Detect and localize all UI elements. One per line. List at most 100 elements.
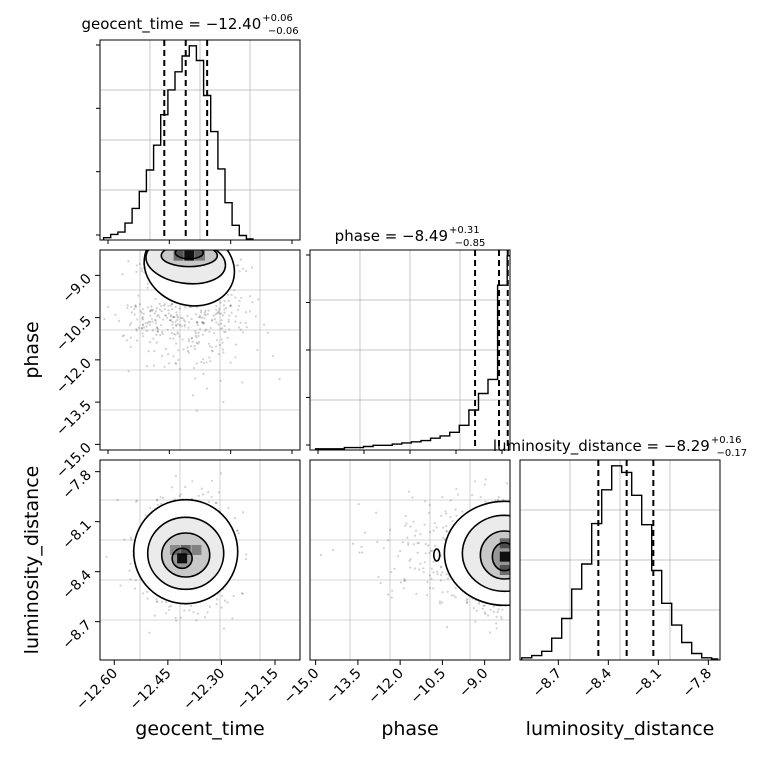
sample-point bbox=[495, 615, 498, 619]
sample-point bbox=[193, 345, 196, 348]
sample-point bbox=[176, 316, 180, 319]
sample-point bbox=[222, 304, 226, 307]
sample-point bbox=[215, 304, 218, 308]
sample-point bbox=[220, 319, 223, 322]
sample-point bbox=[465, 599, 468, 602]
sample-point bbox=[148, 323, 151, 326]
histogram-step bbox=[314, 255, 510, 450]
sample-point bbox=[130, 305, 133, 309]
sample-point bbox=[198, 314, 201, 317]
sample-point bbox=[229, 304, 232, 307]
sample-point bbox=[415, 592, 418, 595]
sample-point bbox=[181, 338, 184, 341]
sample-point bbox=[466, 597, 469, 601]
sample-point bbox=[175, 323, 178, 326]
sample-point bbox=[228, 314, 231, 317]
sample-point bbox=[432, 529, 435, 532]
geocent-time-histogram-panel bbox=[100, 40, 300, 240]
sample-point bbox=[236, 308, 239, 311]
sample-point bbox=[148, 631, 151, 634]
sample-point bbox=[206, 611, 209, 614]
sample-point bbox=[129, 536, 132, 539]
sample-point bbox=[257, 298, 260, 301]
sample-point bbox=[475, 609, 478, 612]
sample-point bbox=[454, 596, 457, 599]
sample-point bbox=[171, 323, 174, 326]
sample-point bbox=[155, 307, 158, 310]
sample-point bbox=[455, 514, 458, 517]
sample-point bbox=[196, 321, 199, 324]
sample-point bbox=[254, 315, 257, 318]
sample-point bbox=[195, 409, 198, 412]
sample-point bbox=[419, 562, 422, 565]
sample-point bbox=[220, 472, 223, 475]
sample-point bbox=[172, 315, 175, 319]
sample-point bbox=[219, 327, 222, 330]
sample-point bbox=[168, 362, 171, 365]
sample-point bbox=[172, 355, 175, 358]
sample-point bbox=[223, 308, 226, 311]
sample-point bbox=[215, 345, 218, 348]
sample-point bbox=[170, 314, 173, 317]
sample-point bbox=[198, 316, 201, 319]
sample-point bbox=[220, 312, 223, 315]
sample-point bbox=[177, 358, 180, 362]
sample-point bbox=[221, 348, 224, 351]
sample-point bbox=[409, 558, 412, 561]
sample-point bbox=[207, 309, 210, 312]
panel-frame bbox=[309, 459, 511, 661]
sample-point bbox=[150, 308, 153, 311]
sample-point bbox=[187, 338, 190, 341]
sample-point bbox=[180, 316, 183, 319]
sample-point bbox=[174, 333, 177, 336]
sample-point bbox=[422, 567, 425, 570]
sample-point bbox=[241, 331, 244, 334]
sample-point bbox=[215, 501, 218, 504]
sample-point bbox=[440, 565, 443, 568]
sample-point bbox=[220, 606, 223, 609]
x-tick-label-geocent-time: −12.60 bbox=[73, 666, 121, 714]
sample-point bbox=[200, 360, 203, 364]
sample-point bbox=[361, 551, 364, 554]
sample-point bbox=[178, 335, 181, 338]
sample-point bbox=[227, 318, 230, 321]
sample-point bbox=[416, 551, 419, 554]
sample-point bbox=[227, 320, 230, 323]
sample-point bbox=[387, 593, 390, 596]
sample-point bbox=[220, 322, 223, 325]
sample-point bbox=[427, 544, 430, 547]
sample-point bbox=[201, 321, 204, 324]
sample-point bbox=[405, 522, 408, 525]
sample-point bbox=[140, 267, 143, 270]
sample-point bbox=[207, 342, 210, 345]
sample-point bbox=[501, 608, 504, 611]
sample-point bbox=[241, 511, 245, 514]
sample-point bbox=[154, 310, 157, 313]
sample-point bbox=[439, 566, 443, 569]
sample-point bbox=[186, 346, 189, 349]
sample-point bbox=[220, 338, 223, 341]
luminosity-distance-title: luminosity_distance = −8.29+0.16 −0.17 bbox=[493, 435, 747, 459]
sample-point bbox=[222, 351, 225, 354]
sample-point bbox=[484, 500, 487, 503]
sample-point bbox=[382, 547, 385, 550]
sample-point bbox=[129, 345, 132, 348]
sample-point bbox=[409, 566, 412, 569]
density-cell bbox=[195, 250, 205, 261]
sample-point bbox=[215, 321, 218, 324]
sample-point bbox=[202, 321, 205, 324]
sample-point bbox=[196, 321, 199, 324]
sample-point bbox=[215, 308, 218, 311]
sample-point bbox=[431, 549, 434, 552]
sample-point bbox=[449, 499, 452, 502]
sample-point bbox=[251, 301, 254, 304]
sample-point bbox=[433, 521, 436, 525]
sample-point bbox=[484, 612, 487, 616]
sample-point bbox=[215, 312, 219, 315]
sample-point bbox=[160, 304, 163, 307]
sample-point bbox=[183, 323, 186, 326]
sample-point bbox=[360, 545, 363, 549]
sample-point bbox=[145, 365, 149, 368]
sample-point bbox=[432, 560, 435, 564]
sample-point bbox=[146, 306, 149, 309]
